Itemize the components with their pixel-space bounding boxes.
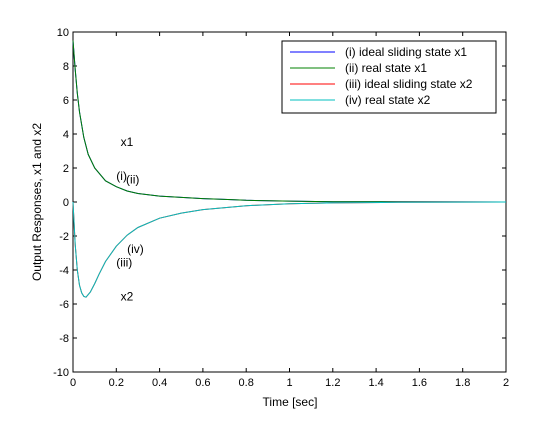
annotations: x1 (i) (ii) (iv)(iii) x2 (116, 135, 143, 304)
legend-box (281, 40, 497, 114)
legend: (i) ideal sliding state x1 (ii) real stat… (281, 40, 497, 114)
x-tick-label: 1 (286, 377, 292, 389)
y-axis-label: Output Responses, x1 and x2 (30, 123, 44, 281)
y-tick-label: 4 (63, 129, 69, 141)
legend-label-1: (i) ideal sliding state x1 (345, 45, 467, 59)
y-tick-label: 0 (63, 197, 69, 209)
annotation-label: (iii) (116, 256, 132, 270)
y-tick-label: 8 (63, 61, 69, 73)
annotation-label: x1 (121, 135, 134, 149)
y-tick-label: -6 (59, 299, 69, 311)
annotation-label: (i) (116, 169, 127, 183)
x-tick-label: 1.6 (412, 377, 427, 389)
series-line-4 (72, 201, 507, 298)
annotation-label: (ii) (126, 172, 139, 186)
series-line-2 (72, 40, 507, 203)
x-tick-label: 1.2 (325, 377, 340, 389)
x-tick-label: 1.8 (455, 377, 470, 389)
x-tick-label: 1.4 (368, 377, 383, 389)
legend-label-3: (iii) ideal sliding state x2 (345, 77, 473, 91)
legend-label-4: (iv) real state x2 (345, 93, 431, 107)
annotation-label: (iv) (127, 242, 144, 256)
legend-label-2: (ii) real state x1 (345, 61, 427, 75)
y-tick-label: -8 (59, 333, 69, 345)
x-tick-label: 2 (503, 377, 509, 389)
x-tick-label: 0.2 (109, 377, 124, 389)
y-tick-label: -4 (59, 265, 69, 277)
y-tick-label: -10 (53, 367, 69, 379)
y-tick-label: 2 (63, 163, 69, 175)
x-tick-label: 0.6 (195, 377, 210, 389)
series-lines (72, 40, 507, 298)
y-tick-label: 10 (57, 27, 69, 39)
annotation-label: x2 (121, 290, 134, 304)
y-tick-label: -2 (59, 231, 69, 243)
x-tick-label: 0 (70, 377, 76, 389)
axis-ticks: 0 0.2 0.4 0.6 0.8 1 1.2 1.4 1.6 1.8 2 -10 -8 -6 -4 -2 0 2… (53, 27, 509, 389)
x-tick-label: 0.8 (239, 377, 254, 389)
x-tick-label: 0.4 (152, 377, 167, 389)
y-tick-label: 6 (63, 95, 69, 107)
x-axis-label: Time [sec] (263, 395, 318, 409)
